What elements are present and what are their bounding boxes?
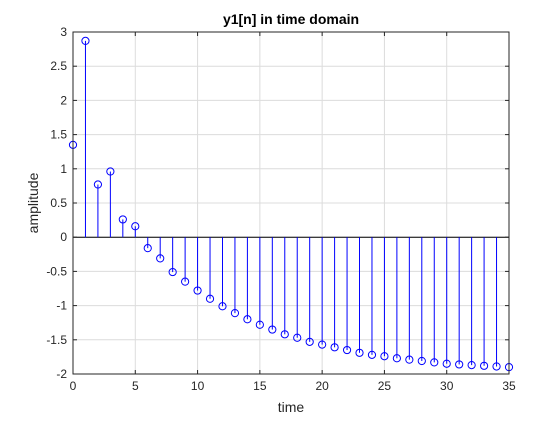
y-tick-label: 3 bbox=[60, 25, 67, 39]
x-tick-labels: 0 5 10 15 20 25 30 35 bbox=[70, 379, 516, 393]
y-tick-label: -0.5 bbox=[46, 264, 67, 278]
stem-marker bbox=[479, 361, 489, 370]
stem-marker bbox=[118, 215, 127, 224]
stem-marker bbox=[218, 302, 227, 311]
stem-marker bbox=[243, 315, 252, 324]
stem-marker bbox=[430, 358, 439, 367]
y-tick-label: 0 bbox=[60, 230, 67, 244]
stem-marker bbox=[318, 340, 327, 349]
stem-marker bbox=[106, 167, 115, 176]
stem-marker bbox=[168, 267, 177, 277]
ticks bbox=[72, 31, 510, 375]
stem-marker bbox=[280, 330, 289, 339]
y-tick-labels: -2 -1.5 -1 -0.5 0 0.5 1 1.5 2 2.5 3 bbox=[46, 25, 67, 381]
x-tick-label: 30 bbox=[440, 379, 454, 393]
stem-marker bbox=[255, 320, 264, 329]
y-tick-label: 1.5 bbox=[50, 128, 67, 142]
stem-marker bbox=[93, 180, 103, 189]
x-tick-label: 20 bbox=[315, 379, 329, 393]
stem-marker bbox=[417, 356, 426, 366]
stem-marker bbox=[193, 286, 202, 295]
stem-marker bbox=[293, 333, 302, 342]
stem-marker bbox=[131, 222, 140, 231]
stem-marker bbox=[342, 345, 352, 355]
stem-marker bbox=[143, 244, 152, 253]
stem-marker bbox=[392, 354, 401, 363]
y-tick-label: -2 bbox=[56, 367, 67, 381]
y-tick-label: 2.5 bbox=[50, 59, 67, 73]
stem-marker bbox=[81, 36, 90, 45]
stem-marker bbox=[455, 360, 464, 369]
y-tick-label: -1.5 bbox=[46, 333, 67, 347]
stem-marker bbox=[205, 294, 215, 303]
y-tick-label: 1 bbox=[60, 162, 67, 176]
stem-marker bbox=[405, 355, 414, 364]
stem-marker bbox=[156, 254, 165, 263]
stem-marker bbox=[380, 352, 389, 361]
stem-marker bbox=[355, 348, 364, 357]
x-tick-label: 25 bbox=[378, 379, 392, 393]
stem-marker bbox=[181, 277, 190, 286]
stem-marker bbox=[268, 325, 277, 334]
x-tick-label: 15 bbox=[253, 379, 267, 393]
y-tick-label: 2 bbox=[60, 93, 67, 107]
x-tick-label: 35 bbox=[502, 379, 516, 393]
x-axis-label: time bbox=[278, 399, 305, 415]
stem-marker bbox=[492, 362, 501, 371]
y-axis-label: amplitude bbox=[25, 172, 41, 233]
stems bbox=[72, 40, 510, 368]
stem-marker bbox=[367, 350, 377, 359]
x-tick-label: 10 bbox=[191, 379, 205, 393]
y-tick-label: -1 bbox=[56, 299, 67, 313]
chart-title: y1[n] in time domain bbox=[223, 11, 359, 27]
stem-marker bbox=[330, 343, 339, 352]
stem-marker bbox=[305, 337, 314, 346]
x-tick-label: 0 bbox=[70, 379, 77, 393]
x-tick-label: 5 bbox=[132, 379, 139, 393]
y-tick-label: 0.5 bbox=[50, 196, 67, 210]
stem-marker bbox=[230, 309, 240, 318]
stem-marker bbox=[442, 359, 451, 368]
stem-marker bbox=[467, 361, 476, 370]
